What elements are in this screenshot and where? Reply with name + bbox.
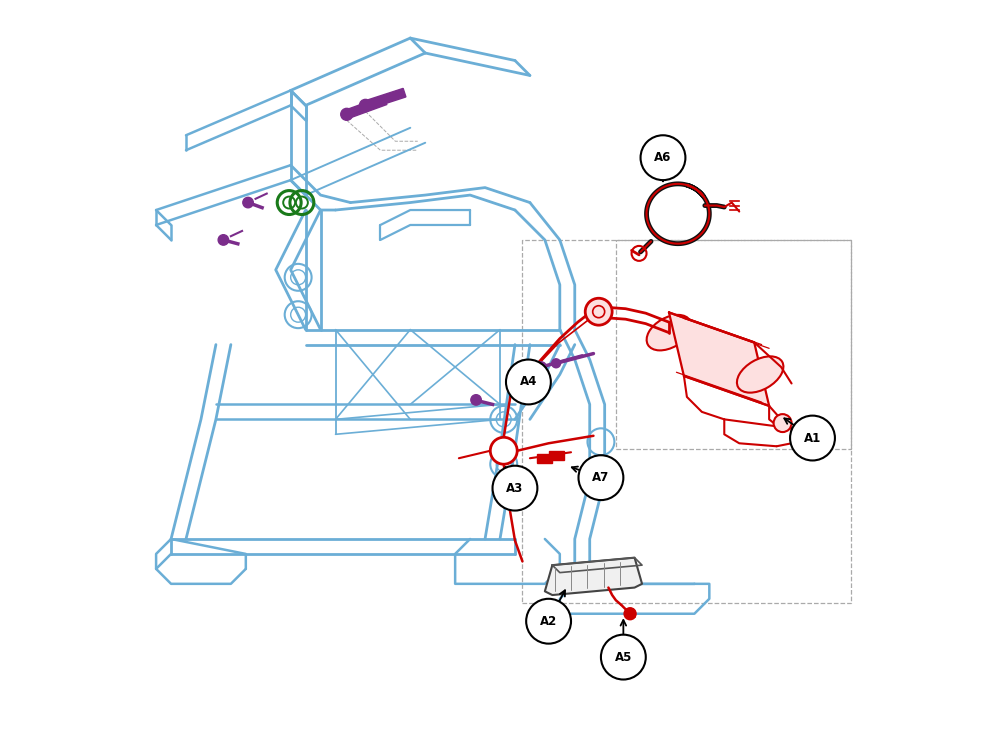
Circle shape <box>243 197 253 207</box>
Polygon shape <box>545 558 642 595</box>
Polygon shape <box>549 451 564 460</box>
Circle shape <box>601 634 646 679</box>
Text: A4: A4 <box>520 375 537 389</box>
Circle shape <box>341 109 353 121</box>
Ellipse shape <box>737 357 783 392</box>
Text: A1: A1 <box>804 431 821 445</box>
Circle shape <box>506 360 551 404</box>
Text: A7: A7 <box>592 471 610 484</box>
Circle shape <box>493 466 537 511</box>
Circle shape <box>790 416 835 461</box>
Circle shape <box>490 437 517 464</box>
Circle shape <box>641 136 685 180</box>
Circle shape <box>585 298 612 325</box>
Circle shape <box>536 362 546 372</box>
Circle shape <box>471 395 481 405</box>
Circle shape <box>359 100 371 112</box>
Text: A5: A5 <box>615 651 632 664</box>
Text: A2: A2 <box>540 615 557 628</box>
Polygon shape <box>669 312 769 406</box>
Polygon shape <box>364 88 406 109</box>
Text: A6: A6 <box>654 151 672 164</box>
Circle shape <box>774 414 792 432</box>
Polygon shape <box>345 96 387 118</box>
Text: A3: A3 <box>506 482 524 494</box>
Circle shape <box>526 598 571 643</box>
Circle shape <box>552 359 561 368</box>
Circle shape <box>624 607 636 619</box>
Circle shape <box>578 455 623 500</box>
Ellipse shape <box>647 315 691 351</box>
Circle shape <box>218 234 229 245</box>
Circle shape <box>593 306 605 318</box>
Polygon shape <box>537 454 552 463</box>
